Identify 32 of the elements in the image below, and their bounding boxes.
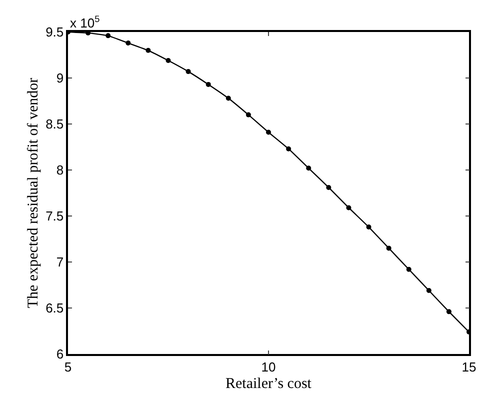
y-tick-label: 7.5 — [46, 208, 64, 224]
text: x 10$^{5}$ — [70, 14, 100, 30]
point — [206, 82, 211, 87]
point — [226, 96, 231, 101]
y-tick-label: 9 — [56, 70, 64, 86]
point — [266, 130, 271, 135]
point — [426, 288, 432, 294]
point — [346, 205, 352, 210]
point — [406, 266, 412, 272]
point — [126, 40, 131, 46]
point — [326, 184, 332, 190]
y-tick-label: 6.5 — [46, 300, 64, 316]
y-tick-label: 8.5 — [46, 116, 64, 132]
point — [286, 146, 292, 152]
point — [366, 224, 372, 230]
x-tick-label: 10 — [261, 359, 276, 374]
y-axis-title: The expected residual profit of vendor — [25, 78, 42, 308]
point — [446, 309, 452, 314]
point — [306, 166, 312, 171]
x-tick-label: 15 — [462, 359, 476, 374]
point — [106, 33, 111, 38]
y-tick-label: 8 — [56, 162, 64, 178]
point — [166, 58, 171, 64]
point — [386, 246, 392, 251]
point — [146, 48, 151, 53]
y-tick-label: 7 — [56, 254, 64, 270]
y-tick-label: 6 — [56, 346, 64, 362]
x-axis-title: Retailer’s cost — [226, 376, 312, 392]
point — [186, 69, 191, 74]
point — [246, 112, 251, 118]
y-tick-label: 9.5 — [46, 24, 64, 40]
x-tick-label: 5 — [64, 359, 72, 374]
